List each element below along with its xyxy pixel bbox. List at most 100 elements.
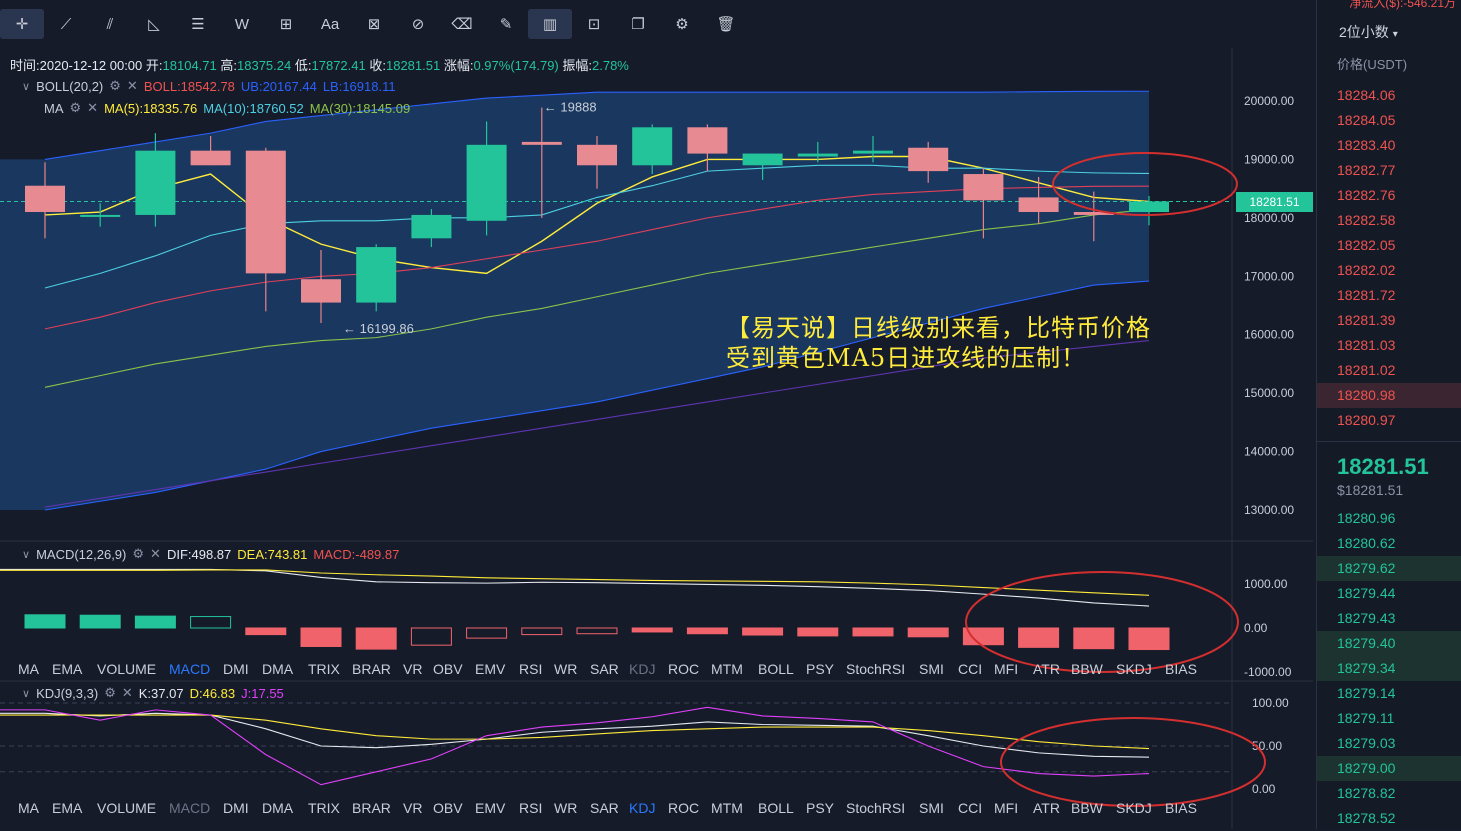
ask-row[interactable]: 18282.76 [1337, 187, 1396, 203]
indicator-tab-volume[interactable]: VOLUME [97, 661, 157, 677]
indicator-tab-vr[interactable]: VR [403, 661, 423, 677]
indicator-tab-mtm[interactable]: MTM [711, 800, 743, 816]
indicator-tab-bias[interactable]: BIAS [1165, 800, 1197, 816]
fib-icon[interactable]: ☰ [191, 16, 205, 33]
indicator-tab-obv[interactable]: OBV [433, 661, 463, 677]
settings-icon[interactable]: ⚙ [675, 16, 689, 33]
ask-row[interactable]: 18282.05 [1337, 237, 1396, 253]
indicator-tab-stochrsi[interactable]: StochRSI [846, 800, 906, 816]
indicator-tab-skdj[interactable]: SKDJ [1116, 661, 1152, 677]
bid-row[interactable]: 18279.00 [1317, 756, 1461, 781]
chart-canvas[interactable]: 20000.00 19000.00 18000.00 17000.00 16000.00… [0, 0, 1313, 829]
indicator-tab-mtm[interactable]: MTM [711, 661, 743, 677]
bid-row[interactable]: 18279.43 [1337, 610, 1396, 626]
indicator-tab-skdj[interactable]: SKDJ [1116, 800, 1152, 816]
bid-row[interactable]: 18280.96 [1337, 510, 1396, 526]
bid-row[interactable]: 18278.82 [1337, 785, 1396, 801]
trash-icon[interactable]: 🗑 [716, 16, 736, 33]
channel-icon[interactable]: ⫽ [106, 15, 114, 33]
indicator-tab-bbw[interactable]: BBW [1071, 800, 1103, 816]
pattern-icon[interactable]: ⊠ [367, 16, 381, 33]
close-icon[interactable]: ✕ [121, 685, 133, 700]
indicator-tab-dma[interactable]: DMA [262, 661, 294, 677]
ask-row[interactable]: 18282.02 [1337, 262, 1396, 278]
indicator-tab-brar[interactable]: BRAR [352, 800, 391, 816]
bid-row[interactable]: 18278.52 [1337, 810, 1396, 826]
indicator-tab-trix[interactable]: TRIX [308, 800, 340, 816]
indicator-tab-roc[interactable]: ROC [668, 661, 700, 677]
indicator-tab-cci[interactable]: CCI [958, 800, 983, 816]
indicator-tab-boll[interactable]: BOLL [758, 661, 794, 677]
ask-row[interactable]: 18284.05 [1337, 112, 1396, 128]
indicator-tab-psy[interactable]: PSY [806, 800, 835, 816]
ask-row[interactable]: 18281.39 [1337, 312, 1396, 328]
bid-row[interactable]: 18280.62 [1337, 535, 1396, 551]
indicator-tab-boll[interactable]: BOLL [758, 800, 794, 816]
brush-icon[interactable]: ✎ [499, 16, 513, 33]
magnet-icon[interactable]: ⊘ [411, 16, 425, 33]
collapse-chevron-icon[interactable]: ∨ [22, 548, 31, 561]
indicator-tab-trix[interactable]: TRIX [308, 661, 340, 677]
text-icon[interactable]: Aa [320, 15, 340, 33]
close-icon[interactable]: ✕ [87, 100, 99, 115]
candle-type-icon[interactable]: ▥ [528, 9, 572, 39]
indicator-tab-macd[interactable]: MACD [169, 661, 211, 677]
ask-row[interactable]: 18280.98 [1317, 383, 1461, 408]
ask-row[interactable]: 18281.03 [1337, 337, 1396, 353]
settings-icon[interactable]: ⚙ [109, 78, 121, 93]
settings-icon[interactable]: ⚙ [132, 546, 145, 561]
indicator-tab-kdj[interactable]: KDJ [629, 661, 656, 677]
indicator-tab-emv[interactable]: EMV [475, 800, 506, 816]
close-icon[interactable]: ✕ [126, 78, 138, 93]
collapse-chevron-icon[interactable]: ∨ [22, 80, 31, 93]
ask-row[interactable]: 18282.58 [1337, 212, 1396, 228]
indicator-tab-smi[interactable]: SMI [919, 800, 944, 816]
indicator-tab-mfi[interactable]: MFI [994, 800, 1019, 816]
indicator-tab-atr[interactable]: ATR [1033, 661, 1060, 677]
bid-row[interactable]: 18279.03 [1337, 735, 1396, 751]
angle-icon[interactable]: ◺ [148, 16, 160, 33]
ask-row[interactable]: 18283.40 [1337, 137, 1396, 153]
indicator-tab-psy[interactable]: PSY [806, 661, 835, 677]
crosshair-icon[interactable]: ✛ [0, 9, 44, 39]
ask-row[interactable]: 18281.02 [1337, 362, 1396, 378]
eraser-icon[interactable]: ⌫ [451, 16, 473, 33]
measure-icon[interactable]: ⊞ [279, 16, 293, 33]
bid-row[interactable]: 18279.40 [1317, 631, 1461, 656]
indicator-tab-dma[interactable]: DMA [262, 800, 294, 816]
indicator-tab-brar[interactable]: BRAR [352, 661, 391, 677]
indicator-tab-stochrsi[interactable]: StochRSI [846, 661, 906, 677]
bid-row[interactable]: 18279.11 [1337, 710, 1395, 726]
indicator-tab-roc[interactable]: ROC [668, 800, 700, 816]
ask-row[interactable]: 18281.72 [1337, 287, 1396, 303]
indicator-tab-obv[interactable]: OBV [433, 800, 463, 816]
visibility-icon[interactable]: ⚙ [69, 100, 82, 115]
ask-row[interactable]: 18280.97 [1337, 412, 1396, 428]
bid-row[interactable]: 18279.62 [1317, 556, 1461, 581]
chart-area[interactable]: 20000.00 19000.00 18000.00 17000.00 16000.00… [0, 0, 1313, 829]
indicator-tab-atr[interactable]: ATR [1033, 800, 1060, 816]
indicator-tab-sar[interactable]: SAR [590, 800, 619, 816]
bid-row[interactable]: 18279.14 [1337, 685, 1396, 701]
indicator-tab-sar[interactable]: SAR [590, 661, 619, 677]
bid-row[interactable]: 18279.44 [1337, 585, 1396, 601]
wave-icon[interactable]: W [234, 15, 250, 33]
bid-row[interactable]: 18279.34 [1317, 656, 1461, 681]
indicator-tab-rsi[interactable]: RSI [519, 800, 543, 816]
indicator-tab-ema[interactable]: EMA [52, 661, 83, 677]
indicator-tab-kdj[interactable]: KDJ [629, 800, 656, 816]
indicator-tab-mfi[interactable]: MFI [994, 661, 1019, 677]
indicator-tab-smi[interactable]: SMI [919, 661, 944, 677]
indicator-tab-ema[interactable]: EMA [52, 800, 83, 816]
indicator-tab-cci[interactable]: CCI [958, 661, 983, 677]
indicator-tab-dmi[interactable]: DMI [223, 800, 249, 816]
ask-row[interactable]: 18284.06 [1337, 87, 1396, 103]
close-icon[interactable]: ✕ [150, 546, 161, 561]
indicator-tab-rsi[interactable]: RSI [519, 661, 543, 677]
indicator-tab-wr[interactable]: WR [554, 800, 578, 816]
decimal-selector[interactable]: 2位小数 ▾ [1317, 12, 1461, 42]
trendline-icon[interactable]: ⟋ [60, 15, 72, 33]
indicator-tab-bbw[interactable]: BBW [1071, 661, 1103, 677]
indicator-tab-ma[interactable]: MA [18, 661, 39, 677]
indicator-tab-macd[interactable]: MACD [169, 800, 211, 816]
